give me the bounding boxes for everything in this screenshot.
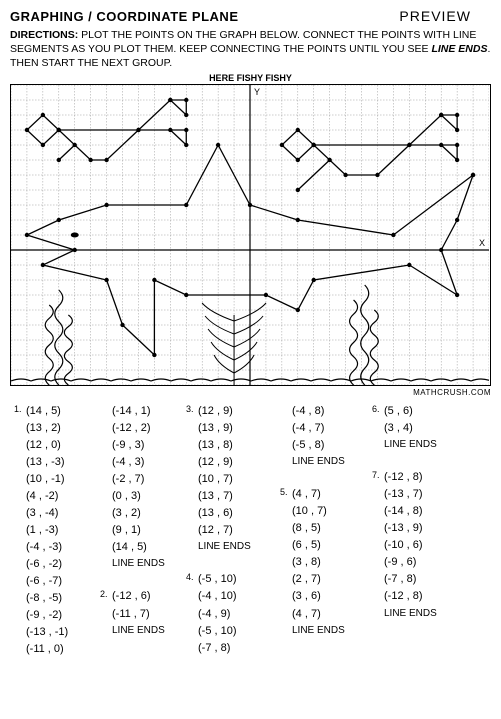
coord-column: (-14 , 1)(-12 , 2)(-9 , 3)(-4 , 3)(-2 , … [96, 403, 182, 659]
coord-entry: LINE ENDS [186, 539, 272, 555]
coordinate-lists: 1.(14 , 5)(13 , 2)(12 , 0)(13 , -3)(10 ,… [10, 403, 491, 659]
coord-entry: 6.(5 , 6) [372, 403, 454, 420]
graph-subtitle: HERE FISHY FISHY [10, 73, 491, 83]
coord-entry: (10 , 7) [186, 471, 272, 488]
preview-label: PREVIEW [399, 8, 471, 24]
coord-entry: (-12 , 2) [100, 420, 178, 437]
coord-column: 1.(14 , 5)(13 , 2)(12 , 0)(13 , -3)(10 ,… [10, 403, 96, 659]
coord-entry: (3 , 2) [100, 505, 178, 522]
coord-entry: (-11 , 7) [100, 606, 178, 623]
coordinate-plane: YX [10, 84, 491, 386]
coord-entry: LINE ENDS [100, 556, 178, 572]
coord-entry: (-4 , 10) [186, 588, 272, 605]
coord-entry: (9 , 1) [100, 522, 178, 539]
coord-entry: LINE ENDS [100, 623, 178, 639]
coord-entry: (14 , 5) [100, 539, 178, 556]
coord-entry: (4 , 7) [280, 606, 364, 623]
directions: DIRECTIONS: PLOT THE POINTS ON THE GRAPH… [10, 28, 491, 71]
coord-entry: (10 , -1) [14, 471, 92, 488]
coord-entry: (4 , -2) [14, 488, 92, 505]
coord-entry: (13 , 6) [186, 505, 272, 522]
coord-entry: (-8 , -5) [14, 590, 92, 607]
svg-text:Y: Y [254, 87, 260, 97]
coord-entry: (12 , 7) [186, 522, 272, 539]
coord-entry: 5.(4 , 7) [280, 486, 364, 503]
coord-entry: (12 , 9) [186, 454, 272, 471]
coord-entry: (1 , -3) [14, 522, 92, 539]
directions-label: DIRECTIONS: [10, 29, 78, 41]
graph-svg: YX [11, 85, 489, 385]
coord-entry: (-9 , 6) [372, 554, 454, 571]
coord-entry: (13 , 8) [186, 437, 272, 454]
svg-text:X: X [479, 238, 485, 248]
coord-entry: (-4 , 7) [280, 420, 364, 437]
directions-lineends: LINE ENDS [431, 43, 487, 55]
header-row: GRAPHING / COORDINATE PLANE PREVIEW [10, 8, 491, 24]
coord-entry: (-9 , 3) [100, 437, 178, 454]
coord-entry: (-14 , 1) [100, 403, 178, 420]
coord-entry: (-4 , 9) [186, 606, 272, 623]
coord-column: (-4 , 8)(-4 , 7)(-5 , 8)LINE ENDS 5.(4 ,… [276, 403, 368, 659]
coord-entry: (3 , 4) [372, 420, 454, 437]
coord-entry: (-13 , 9) [372, 520, 454, 537]
coord-entry: LINE ENDS [372, 437, 454, 453]
coord-entry: (-14 , 8) [372, 503, 454, 520]
coord-entry: (-7 , 8) [186, 640, 272, 657]
coord-column: 3.(12 , 9)(13 , 9)(13 , 8)(12 , 9)(10 , … [182, 403, 276, 659]
coord-entry: (13 , 9) [186, 420, 272, 437]
coord-entry [280, 469, 364, 486]
coord-entry: LINE ENDS [280, 623, 364, 639]
coord-entry: (-6 , -7) [14, 573, 92, 590]
coord-entry: (-4 , 8) [280, 403, 364, 420]
coord-entry: (13 , 7) [186, 488, 272, 505]
coord-entry: 7.(-12 , 8) [372, 469, 454, 486]
coord-entry: (-2 , 7) [100, 471, 178, 488]
watermark: MATHCRUSH.COM [10, 388, 491, 397]
coord-entry: (-4 , -3) [14, 539, 92, 556]
coord-entry: 1.(14 , 5) [14, 403, 92, 420]
coord-entry: (2 , 7) [280, 571, 364, 588]
coord-entry [186, 554, 272, 571]
coord-entry: (12 , 0) [14, 437, 92, 454]
coord-entry: LINE ENDS [372, 606, 454, 622]
coord-entry: 2.(-12 , 6) [100, 588, 178, 605]
coord-entry: (-5 , 10) [186, 623, 272, 640]
coord-entry: (-7 , 8) [372, 571, 454, 588]
coord-entry: 3.(12 , 9) [186, 403, 272, 420]
coord-column: 6.(5 , 6)(3 , 4)LINE ENDS 7.(-12 , 8)(-1… [368, 403, 458, 659]
coord-entry: (-6 , -2) [14, 556, 92, 573]
coord-entry: (-5 , 8) [280, 437, 364, 454]
coord-entry: (-9 , -2) [14, 607, 92, 624]
coord-entry: (-12 , 8) [372, 588, 454, 605]
coord-entry: (6 , 5) [280, 537, 364, 554]
coord-entry: (8 , 5) [280, 520, 364, 537]
coord-entry: (0 , 3) [100, 488, 178, 505]
coord-entry: (-13 , 7) [372, 486, 454, 503]
coord-entry: (-13 , -1) [14, 624, 92, 641]
coord-entry: (13 , -3) [14, 454, 92, 471]
coord-entry: (-4 , 3) [100, 454, 178, 471]
coord-entry: (-10 , 6) [372, 537, 454, 554]
coord-entry: 4.(-5 , 10) [186, 571, 272, 588]
coord-entry: (10 , 7) [280, 503, 364, 520]
coord-entry: (3 , 8) [280, 554, 364, 571]
coord-entry: (3 , 6) [280, 588, 364, 605]
coord-entry [372, 452, 454, 469]
coord-entry: (3 , -4) [14, 505, 92, 522]
coord-entry [100, 571, 178, 588]
coord-entry: LINE ENDS [280, 454, 364, 470]
coord-entry: (13 , 2) [14, 420, 92, 437]
page-title: GRAPHING / COORDINATE PLANE [10, 9, 239, 24]
coord-entry: (-11 , 0) [14, 641, 92, 658]
directions-text-1: PLOT THE POINTS ON THE GRAPH BELOW. CONN… [10, 29, 476, 55]
